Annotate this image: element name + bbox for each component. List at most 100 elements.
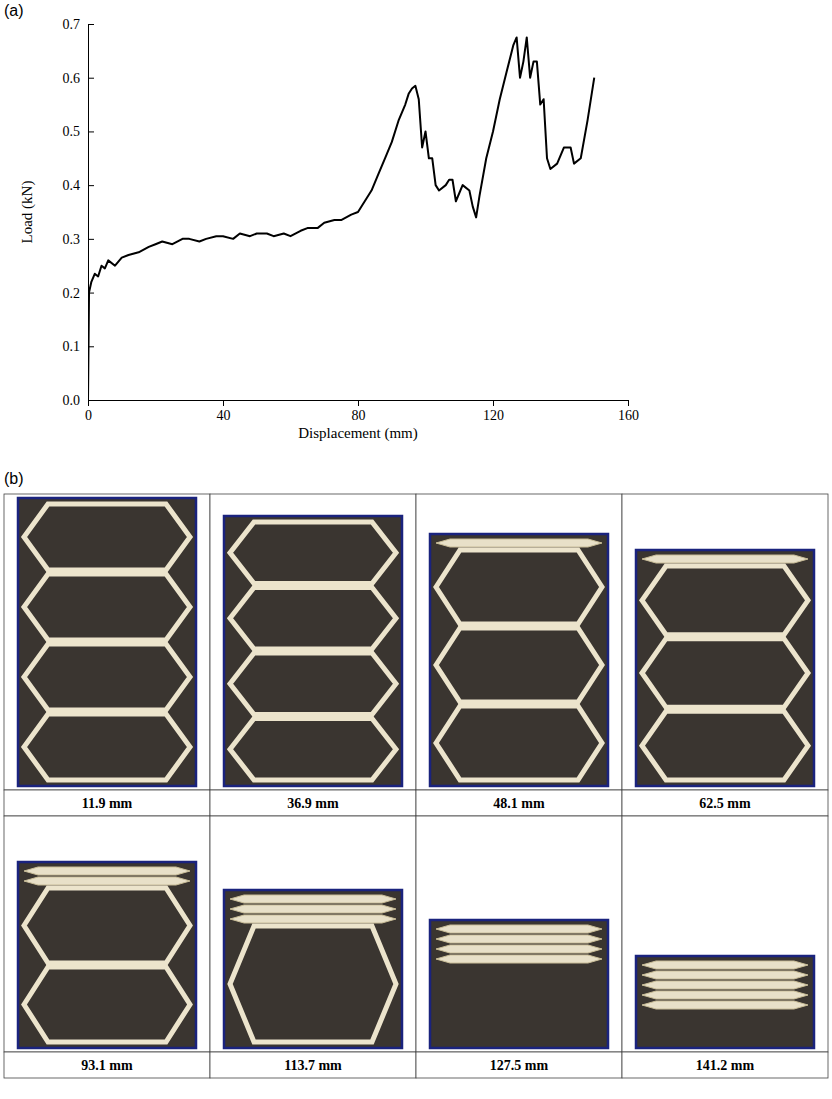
photo-frame — [18, 498, 196, 786]
image-cell — [622, 494, 828, 790]
photo — [224, 516, 402, 786]
image-cell — [4, 494, 210, 790]
hexagon-cell — [230, 653, 396, 715]
crushed-cell — [230, 915, 396, 923]
tick: 160 — [618, 400, 639, 423]
photo — [224, 890, 402, 1048]
tick: 80 — [352, 400, 366, 423]
crushed-cell — [230, 905, 396, 913]
photo-frame — [224, 890, 402, 1048]
hexagon-cell — [642, 639, 808, 708]
tick-label: 80 — [352, 408, 366, 423]
photo-caption: 93.1 mm — [81, 1058, 133, 1073]
tick-label: 0.1 — [63, 339, 81, 354]
crushed-cell — [642, 555, 808, 563]
hexagon-cell — [642, 711, 808, 780]
tick-mark — [88, 78, 94, 79]
photo-frame — [430, 534, 608, 786]
photo-frame — [636, 956, 814, 1048]
tick: 0 — [85, 400, 92, 423]
caption-cell — [416, 790, 622, 816]
image-cell — [622, 816, 828, 1052]
image-cell — [4, 816, 210, 1052]
tick-mark — [493, 400, 494, 406]
data-line — [88, 37, 594, 400]
photo-caption: 113.7 mm — [284, 1058, 342, 1073]
hexagon-cell — [642, 566, 808, 635]
tick-label: 0.0 — [63, 393, 81, 408]
crushed-cell — [642, 961, 808, 969]
hexagon-cell — [230, 522, 396, 584]
x-axis: 0 40 80 120 160 — [85, 400, 639, 423]
photo-caption: 48.1 mm — [493, 796, 545, 811]
hexagon-cell — [230, 719, 396, 781]
hexagon-cell — [24, 504, 190, 570]
photo — [430, 920, 608, 1048]
caption-cell — [622, 790, 828, 816]
y-axis-title: Load (kN) — [19, 181, 36, 244]
tick: 0.5 — [63, 124, 95, 139]
crushed-cell — [24, 867, 190, 875]
tick-label: 0 — [85, 408, 92, 423]
image-cell — [210, 816, 416, 1052]
photo-frame — [18, 862, 196, 1048]
photo — [18, 862, 196, 1048]
tick-mark — [88, 24, 94, 25]
photo-frame — [636, 550, 814, 786]
tick-mark — [88, 239, 94, 240]
crushed-cell — [436, 945, 602, 953]
panel-label: (b) — [4, 470, 24, 487]
crushed-cell — [24, 877, 190, 885]
marks — [88, 37, 594, 400]
crushed-cell — [642, 971, 808, 979]
crushed-cell — [642, 981, 808, 989]
tick-mark — [628, 400, 629, 406]
crushed-cell — [436, 955, 602, 963]
figure: (a) 0 40 80 120 160 0.0 0.1 0.2 0.3 0.4 0.5 0.6 0.7 Di… — [0, 0, 832, 1099]
photo-caption: 36.9 mm — [287, 796, 339, 811]
hexagon-cell — [230, 926, 396, 1042]
hexagon-cell — [436, 706, 602, 780]
caption-cell — [210, 790, 416, 816]
tick-label: 0.2 — [63, 286, 81, 301]
tick-mark — [358, 400, 359, 406]
tick-mark — [88, 400, 94, 401]
caption-cell — [4, 1052, 210, 1078]
tick-label: 0.3 — [63, 232, 81, 247]
photo — [430, 534, 608, 786]
photo-frame — [224, 516, 402, 786]
hexagon-cell — [230, 588, 396, 650]
photo — [18, 498, 196, 786]
image-cell — [416, 816, 622, 1052]
hexagon-cell — [24, 967, 190, 1042]
tick: 0.7 — [63, 17, 95, 32]
crushed-cell — [436, 539, 602, 547]
crushed-cell — [642, 991, 808, 999]
crushed-cell — [436, 935, 602, 943]
tick-mark — [88, 131, 94, 132]
photo — [636, 550, 814, 786]
image-cell — [210, 494, 416, 790]
tick-label: 40 — [217, 408, 231, 423]
crushed-cell — [642, 1001, 808, 1009]
tick-label: 160 — [618, 408, 639, 423]
photo-caption: 62.5 mm — [699, 796, 751, 811]
caption-cell — [416, 1052, 622, 1078]
tick-label: 0.6 — [63, 71, 81, 86]
panel-label: (a) — [4, 2, 24, 19]
photo-table: 11.9 mm36.9 mm48.1 mm62.5 mm93.1 mm113.7… — [4, 494, 828, 1078]
x-axis-title: Displacement (mm) — [298, 425, 418, 442]
tick: 0.0 — [63, 393, 95, 408]
tick: 0.6 — [63, 71, 95, 86]
caption-cell — [210, 1052, 416, 1078]
hexagon-cell — [436, 628, 602, 702]
tick: 0.4 — [63, 178, 95, 193]
tick-label: 0.4 — [63, 178, 81, 193]
tick: 120 — [483, 400, 504, 423]
tick: 40 — [217, 400, 231, 423]
image-cell — [416, 494, 622, 790]
caption-cell — [622, 1052, 828, 1078]
hexagon-cell — [24, 574, 190, 640]
plot: 0 40 80 120 160 0.0 0.1 0.2 0.3 0.4 0.5 0.6 0.7 — [63, 17, 640, 423]
photo — [636, 956, 814, 1048]
